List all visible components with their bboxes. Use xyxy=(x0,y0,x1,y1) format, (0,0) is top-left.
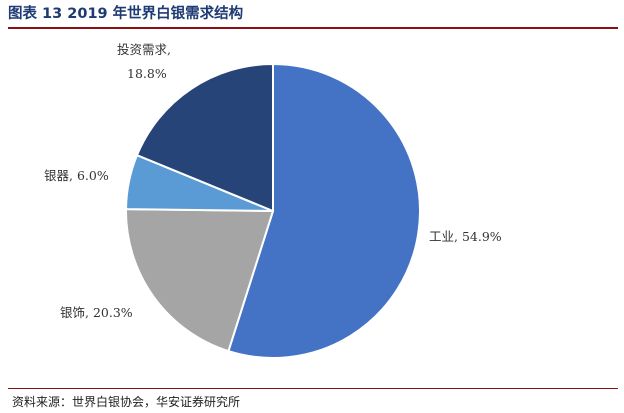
slice-label-industrial: 工业, 54.9% xyxy=(429,229,502,244)
pie-slice-3 xyxy=(136,63,274,212)
title-divider xyxy=(8,27,618,29)
slice-label-investment-line2: 18.8% xyxy=(127,66,167,81)
chart-title: 图表 13 2019 年世界白银需求结构 xyxy=(8,6,244,22)
pie-slices xyxy=(125,63,421,359)
pie-slice-0 xyxy=(227,63,421,359)
slice-label-investment-line1: 投资需求, xyxy=(117,42,171,57)
slice-label-jewelry: 银饰, 20.3% xyxy=(60,305,133,320)
pie-slice-1 xyxy=(125,208,274,353)
slice-label-silverware: 银器, 6.0% xyxy=(44,168,109,183)
footer-divider xyxy=(8,388,618,389)
source-note: 资料来源：世界白银协会，华安证券研究所 xyxy=(12,395,241,409)
